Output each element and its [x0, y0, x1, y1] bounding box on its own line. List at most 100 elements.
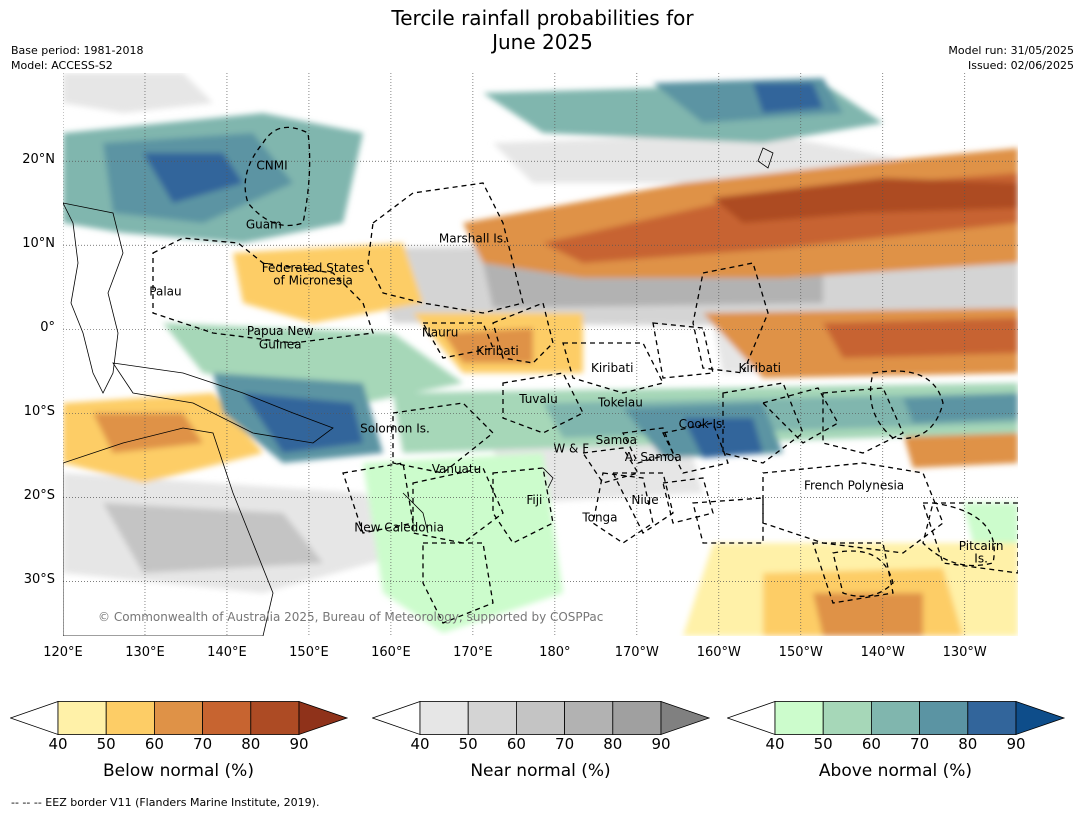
colorbar-tick-label: 50	[96, 735, 116, 753]
colorbar	[727, 701, 1066, 736]
colorbar-tick-label: 80	[241, 735, 261, 753]
colorbar-under-arrow	[727, 701, 776, 736]
lon-tick-label: 160°E	[371, 645, 411, 660]
colorbar-tick-label: 40	[410, 735, 430, 753]
region-label: Palau	[149, 284, 181, 298]
model-name: Model: ACCESS-S2	[11, 59, 113, 72]
colorbar-segment	[515, 701, 565, 735]
colorbar-tick-label: 60	[861, 735, 881, 753]
lon-tick-label: 140°E	[207, 645, 247, 660]
region-label: Kiribati	[591, 361, 633, 375]
lat-tick-label: 10°N	[22, 236, 55, 252]
lat-tick-label: 0°	[40, 320, 55, 336]
colorbar-tick-label: 40	[48, 735, 68, 753]
colorbar-over-arrow	[298, 701, 349, 736]
region-label: W & F	[553, 442, 589, 456]
lon-tick-label: 120°E	[43, 645, 83, 660]
base-period: Base period: 1981-2018	[11, 44, 144, 57]
colorbar-tick-label: 50	[458, 735, 478, 753]
colorbar-segment	[870, 701, 920, 735]
region-label: of Micronesia	[273, 274, 353, 288]
lon-tick-label: 170°W	[614, 645, 659, 660]
colorbar-segment	[250, 701, 300, 735]
region-label: Fiji	[526, 493, 542, 507]
colorbar-tick-label: 70	[910, 735, 930, 753]
probability-fields	[63, 73, 1018, 636]
colorbar-title: Below normal (%)	[103, 761, 254, 781]
colorbar-tick-label: 70	[555, 735, 575, 753]
region-label: French Polynesia	[804, 479, 904, 493]
region-label: Vanuatu	[432, 462, 482, 476]
colorbar-tick-label: 90	[289, 735, 309, 753]
lat-tick-label: 10°S	[23, 404, 55, 420]
meta-right: Model run: 31/05/2025 Issued: 02/06/2025	[948, 43, 1074, 73]
eez-footnote: -- -- -- EEZ border V11 (Flanders Marine…	[11, 796, 320, 809]
colorbar-segment	[564, 701, 614, 735]
region-label: Guinea	[259, 337, 302, 351]
colorbar-under-arrow	[10, 701, 59, 736]
colorbar	[10, 701, 349, 736]
lon-tick-label: 150°E	[289, 645, 329, 660]
colorbar-title: Above normal (%)	[818, 761, 973, 781]
region-label: Papua New	[247, 324, 314, 338]
colorbar-over-arrow	[660, 701, 711, 736]
lat-tick-label: 20°S	[23, 488, 55, 504]
colorbar-tick-label: 90	[1006, 735, 1026, 753]
map-panel: CNMI Guam Marshall Is. Federated States of M…	[63, 73, 1018, 636]
region-label: Solomon Is.	[360, 421, 430, 435]
region-label: Tuvalu	[518, 392, 558, 406]
colorbar-segment	[774, 701, 824, 735]
region-label: Niue	[631, 493, 658, 507]
colorbar-tick-label: 60	[144, 735, 164, 753]
lon-tick-label: 140°W	[860, 645, 905, 660]
region-label: Nauru	[422, 326, 458, 340]
colorbar-segment	[153, 701, 203, 735]
region-label: CNMI	[256, 158, 287, 172]
colorbar-title: Near normal (%)	[470, 761, 611, 781]
region-label: Tokelau	[597, 395, 643, 409]
region-label: Guam	[246, 217, 282, 231]
colorbar-segment	[202, 701, 252, 735]
region-label: Pitcairn	[959, 539, 1004, 553]
colorbar	[372, 701, 711, 736]
graticule	[63, 73, 1018, 636]
region-label: Kiribati	[739, 361, 781, 375]
lat-tick-label: 30°S	[23, 572, 55, 588]
model-run: Model run: 31/05/2025	[948, 44, 1074, 57]
colorbar-tick-label: 90	[651, 735, 671, 753]
lon-tick-label: 130°W	[942, 645, 987, 660]
colorbar-segment	[57, 701, 107, 735]
colorbar-segment	[105, 701, 155, 735]
lon-tick-label: 130°E	[125, 645, 165, 660]
issued-date: Issued: 02/06/2025	[967, 59, 1074, 72]
region-label: Samoa	[596, 433, 637, 447]
colorbar-segment	[967, 701, 1017, 735]
colorbar-segment	[419, 701, 469, 735]
lat-tick-label: 20°N	[22, 152, 55, 168]
coastlines	[63, 147, 774, 636]
colorbar-tick-label: 40	[765, 735, 785, 753]
region-label: Tonga	[581, 511, 617, 525]
region-label: Is.	[974, 552, 988, 566]
colorbar-over-arrow	[1015, 701, 1066, 736]
colorbar-segment	[467, 701, 517, 735]
colorbar-tick-label: 80	[603, 735, 623, 753]
region-label: Federated States	[262, 261, 364, 275]
colorbar-tick-label: 50	[813, 735, 833, 753]
region-label: New Caledonia	[354, 521, 444, 535]
colorbar-segment	[822, 701, 872, 735]
colorbar-tick-label: 70	[193, 735, 213, 753]
colorbar-segment	[919, 701, 969, 735]
lon-tick-label: 170°E	[453, 645, 493, 660]
map-title: Tercile rainfall probabilities for June …	[391, 6, 694, 54]
colorbar-segment	[612, 701, 662, 735]
lon-tick-label: 180°	[539, 645, 571, 660]
meta-left: Base period: 1981-2018 Model: ACCESS-S2	[11, 43, 143, 73]
copyright-notice: © Commonwealth of Australia 2025, Bureau…	[98, 610, 603, 624]
region-label: Cook Is.	[679, 417, 726, 431]
region-label: A. Samoa	[625, 450, 682, 464]
eez-borders	[152, 126, 1018, 624]
region-label: Marshall Is.	[439, 232, 507, 246]
